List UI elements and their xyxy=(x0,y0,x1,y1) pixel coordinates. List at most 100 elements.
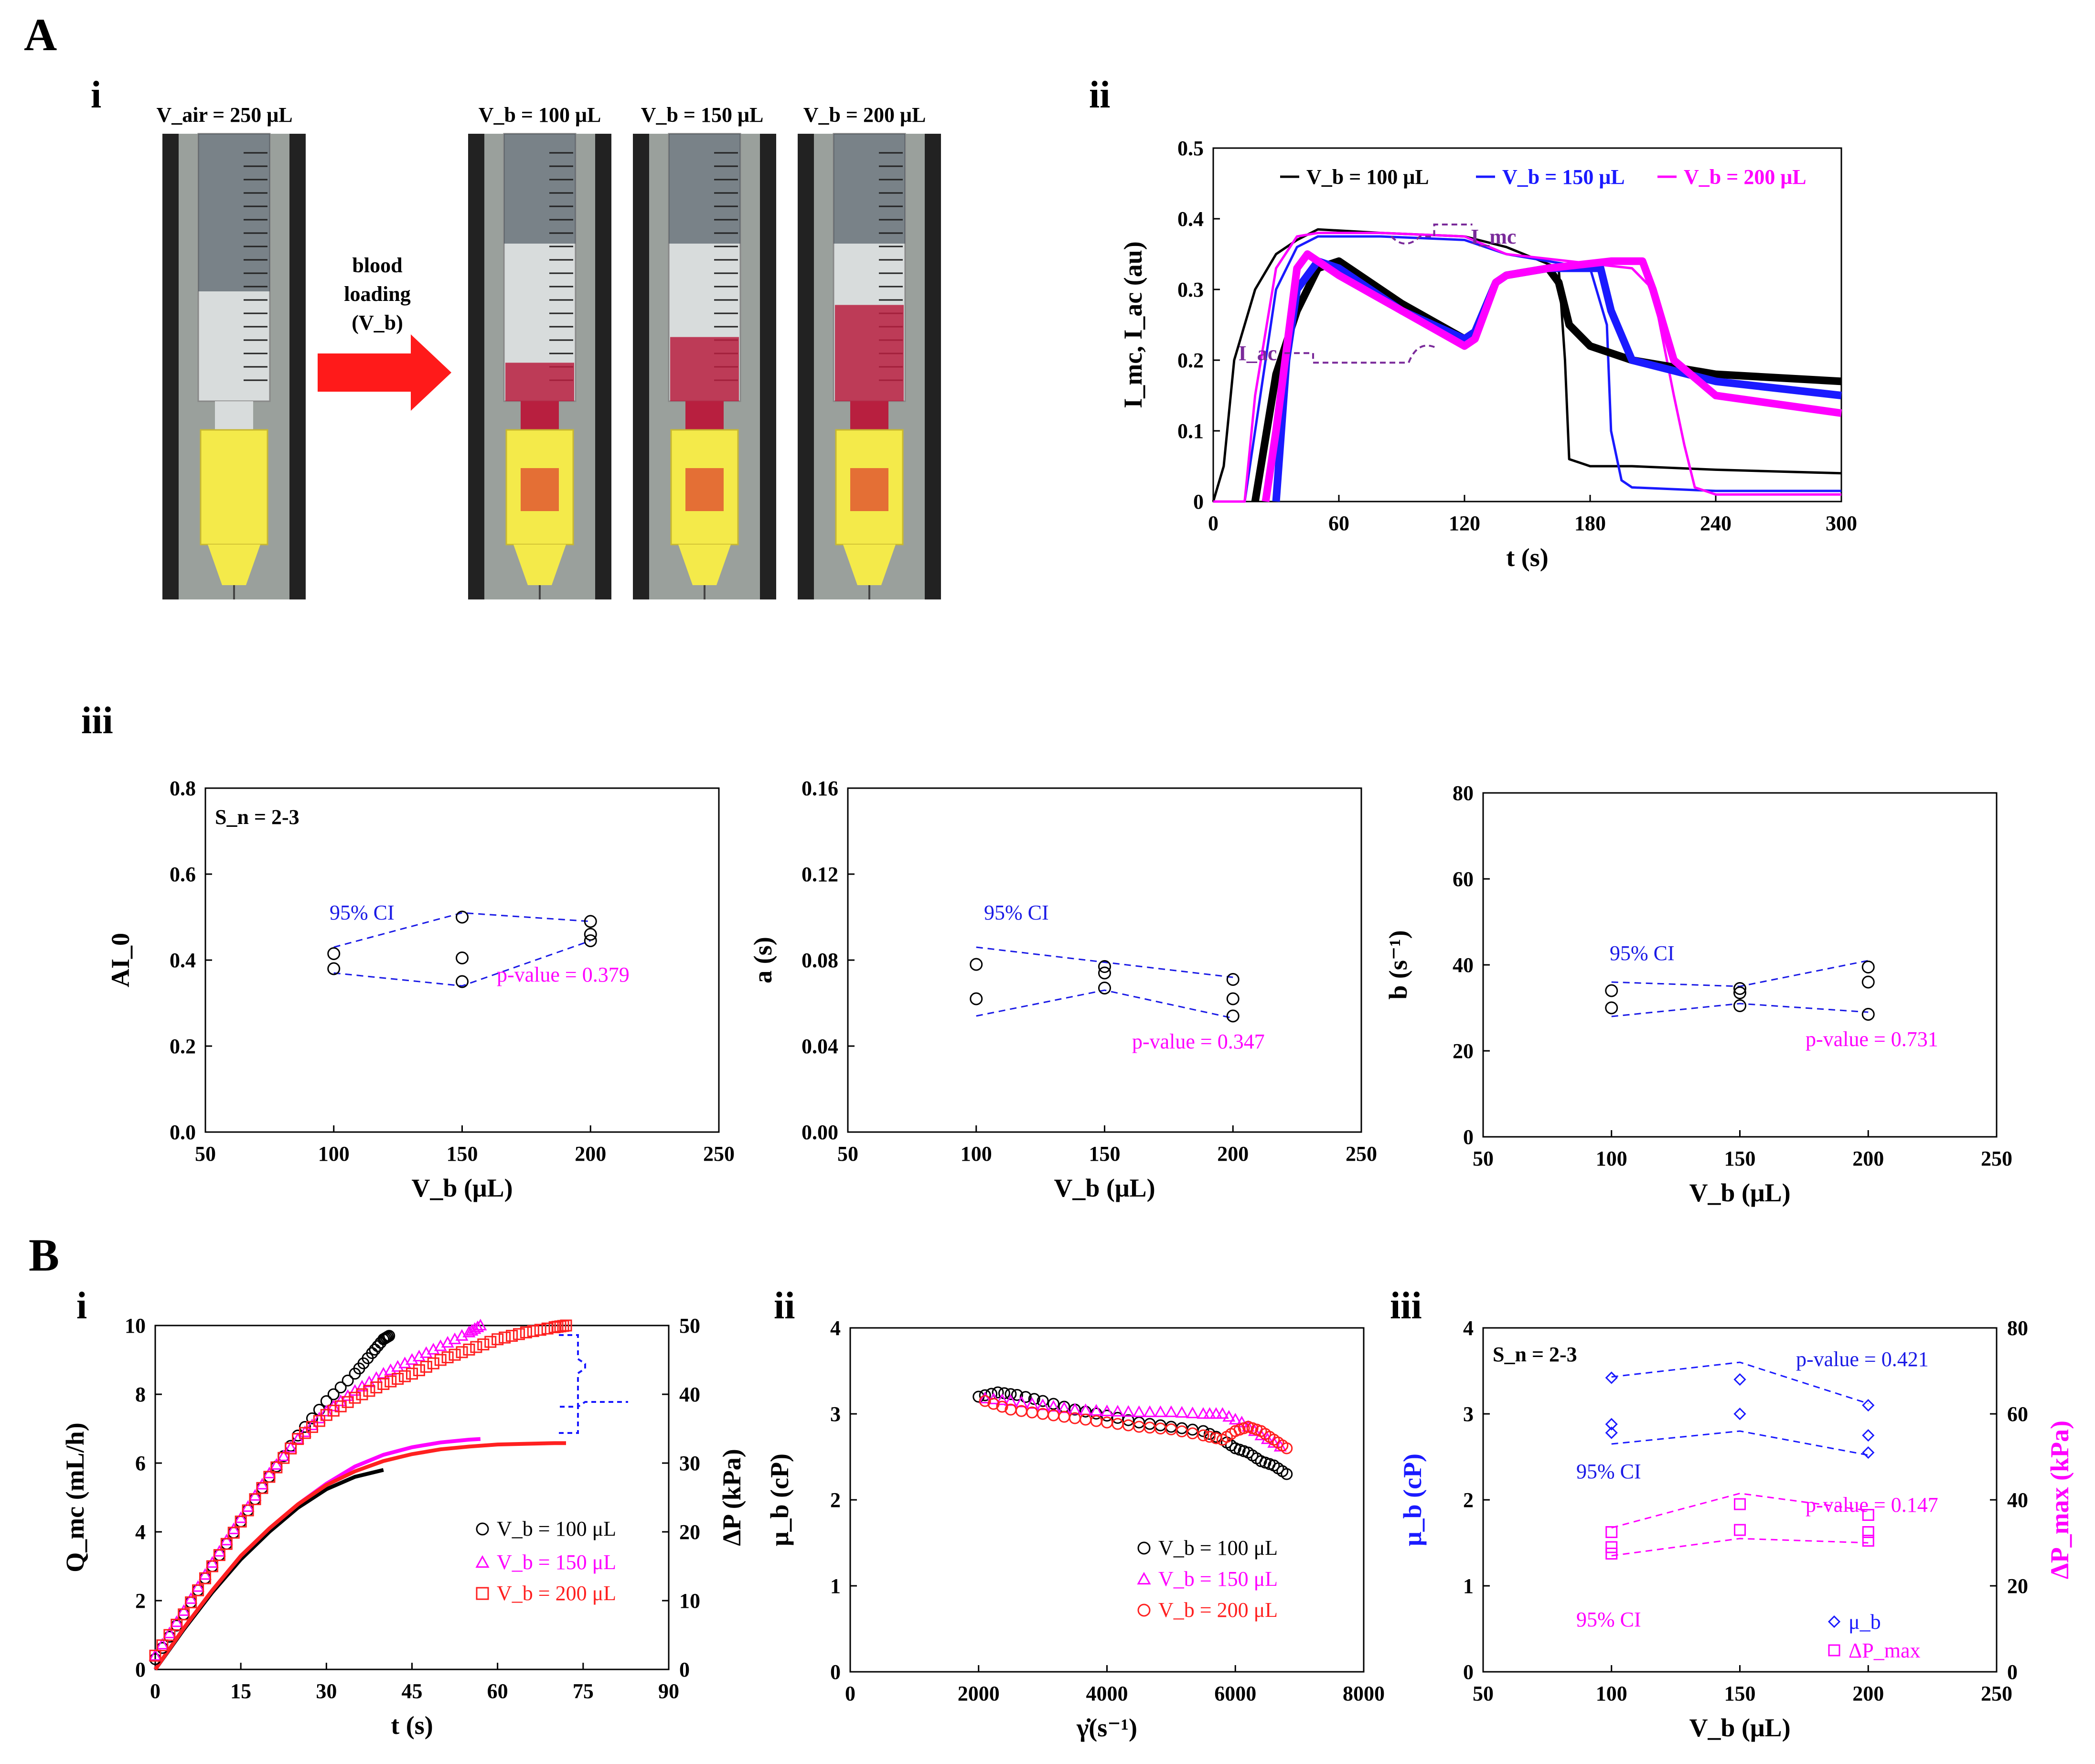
sample-size-label: S_n = 2-3 xyxy=(1493,1343,1577,1366)
pressure-brace xyxy=(559,1334,586,1408)
y-tick-label: 4 xyxy=(830,1316,841,1340)
flow-marker xyxy=(370,1381,383,1394)
x-tick-label: 240 xyxy=(1700,512,1732,535)
series-line-I_ac xyxy=(1251,257,1842,502)
imc-annotation-leader xyxy=(1390,224,1473,245)
y-tick-label: 20 xyxy=(1453,1039,1474,1063)
data-point xyxy=(1098,960,1111,973)
x-tick-label: 150 xyxy=(1089,1142,1121,1165)
x-tick-label: 15 xyxy=(230,1679,251,1703)
y-tick-label: 2 xyxy=(830,1488,841,1512)
data-point xyxy=(1733,999,1746,1012)
flow-marker xyxy=(227,1522,240,1534)
iac-annotation-leader xyxy=(1284,344,1438,364)
flow-marker xyxy=(299,1427,311,1439)
data-point xyxy=(1098,982,1111,994)
flow-marker xyxy=(513,1328,525,1340)
x-tick-label: 60 xyxy=(487,1679,508,1703)
panel-label-A: A xyxy=(24,9,57,60)
flow-marker xyxy=(170,1615,183,1627)
viscosity-marker xyxy=(1186,1406,1199,1419)
x-axis-label: V_b (μL) xyxy=(411,1174,513,1202)
blood-loading-text-2: loading xyxy=(344,282,410,306)
chart-A-iii-a: 50 100 150 200 250 0.00 0.04 0.08 0.12 0.16 V_b (μ… xyxy=(748,777,1377,1202)
syringe-tip xyxy=(685,401,724,430)
y-tick-label: 0.04 xyxy=(802,1035,838,1058)
flow-marker xyxy=(306,1421,318,1433)
flow-marker xyxy=(227,1527,240,1539)
y2-tick-label: 30 xyxy=(679,1452,700,1475)
x-tick-label: 250 xyxy=(1981,1682,2012,1705)
dp-point xyxy=(1605,1541,1618,1553)
y-tick-label: 0.3 xyxy=(1177,278,1204,301)
flow-marker xyxy=(185,1596,197,1609)
legend-label: V_b = 100 μL xyxy=(1306,165,1429,189)
x-tick-label: 100 xyxy=(1596,1682,1627,1705)
needle-cone xyxy=(843,545,896,585)
dp-point xyxy=(1605,1548,1618,1560)
flow-marker xyxy=(334,1381,347,1394)
needle-cone xyxy=(208,545,260,585)
flow-marker xyxy=(213,1549,225,1561)
y-tick-label: 0.2 xyxy=(170,1035,196,1058)
x-tick-label: 150 xyxy=(447,1142,478,1165)
legend-marker-dp xyxy=(1828,1644,1840,1657)
flow-marker xyxy=(241,1500,255,1512)
flow-marker xyxy=(468,1322,481,1334)
flow-marker xyxy=(499,1331,511,1344)
y2-tick-label: 20 xyxy=(679,1520,700,1544)
hub-blood xyxy=(850,468,888,511)
viscosity-marker xyxy=(996,1401,1008,1413)
viscosity-marker xyxy=(1047,1400,1060,1412)
syringe-photos: V_air = 250 μL V_b = 100 μL V_b = 150 μL… xyxy=(156,103,941,599)
flow-marker xyxy=(474,1318,487,1331)
viscosity-marker xyxy=(1281,1442,1293,1454)
flow-marker xyxy=(471,1320,484,1332)
viscosity-marker xyxy=(1058,1401,1071,1413)
viscosity-marker xyxy=(1112,1418,1124,1430)
x-axis-label: γ̇(s⁻¹) xyxy=(1076,1713,1137,1742)
flow-marker xyxy=(178,1608,190,1621)
mu-point xyxy=(1605,1426,1618,1439)
viscosity-marker xyxy=(1222,1410,1236,1422)
y2-tick-label: 0 xyxy=(2007,1660,2018,1684)
flow-marker xyxy=(192,1584,204,1596)
y-tick-label: 0 xyxy=(1463,1660,1474,1684)
data-point xyxy=(1861,961,1875,973)
chart-A-iii-b: 50 100 150 200 250 0 20 40 60 80 V_b (μL) b (s⁻¹) 95… xyxy=(1384,781,2012,1207)
plot-frame xyxy=(154,1325,670,1670)
y-tick-label: 2 xyxy=(1463,1488,1474,1512)
y-tick-label: 0.8 xyxy=(170,777,196,800)
flow-marker xyxy=(449,1348,461,1361)
series-line-I_mc xyxy=(1213,232,1841,503)
flow-marker xyxy=(178,1608,190,1621)
iac-annotation-label: I_ac xyxy=(1239,342,1277,365)
flow-marker xyxy=(256,1482,268,1494)
flow-marker xyxy=(327,1404,340,1417)
blood-column xyxy=(505,363,574,401)
viscosity-marker xyxy=(1036,1398,1049,1411)
data-point xyxy=(327,962,341,975)
photo-dark-edge xyxy=(760,134,776,599)
flow-marker xyxy=(484,1336,497,1348)
mu-point xyxy=(1605,1371,1618,1384)
data-point xyxy=(1226,973,1240,986)
flow-marker xyxy=(199,1572,212,1584)
p-value-label: p-value = 0.347 xyxy=(1132,1030,1265,1053)
viscosity-marker xyxy=(1154,1405,1167,1417)
flow-marker xyxy=(149,1649,162,1661)
y2-tick-label: 80 xyxy=(2007,1316,2028,1340)
flow-marker xyxy=(171,1618,183,1631)
flow-marker xyxy=(185,1596,197,1609)
flow-marker xyxy=(292,1433,304,1445)
dp-point xyxy=(1734,1524,1746,1536)
y2-tick-label: 0 xyxy=(679,1658,690,1681)
chart-A-ii: 0 60 120 180 240 300 0 0.1 0.2 0.3 0.4 0.5 t (s) I_mc… xyxy=(1119,137,1857,572)
viscosity-marker xyxy=(1204,1431,1216,1443)
viscosity-marker xyxy=(1229,1412,1242,1425)
flow-marker xyxy=(277,1449,290,1461)
viscosity-marker xyxy=(1175,1406,1188,1418)
flow-marker xyxy=(156,1639,169,1652)
dp-point xyxy=(1734,1498,1746,1510)
data-point xyxy=(584,934,597,947)
